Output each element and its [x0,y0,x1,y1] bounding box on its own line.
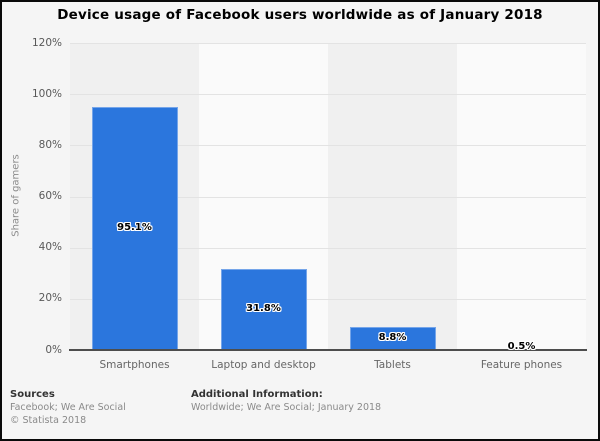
bar-value-label: 95.1% [117,221,152,233]
chart-title: Device usage of Facebook users worldwide… [57,7,543,23]
gridline [70,43,586,44]
bar-tablets[interactable] [349,327,436,350]
copyright-line: © Statista 2018 [10,415,87,426]
y-axis-tick-label: 60% [38,190,62,202]
y-axis-tick-label: 20% [38,292,62,305]
x-axis-label: Tablets [374,359,411,371]
footer-sources-block: Sources Facebook; We Are Social © Statis… [10,389,126,428]
gridline [70,94,586,96]
plot-area [70,43,586,350]
bar-value-label: 31.8% [246,302,281,314]
footer-additional-block: Additional Information: Worldwide; We Ar… [191,389,381,415]
y-axis-tick-label: 80% [38,138,62,151]
x-axis-label: Smartphones [99,359,170,371]
bar-value-label: 0.5% [507,340,536,352]
bar-smartphones[interactable] [91,106,178,350]
x-axis-label: Feature phones [480,359,563,371]
bar-value-label: 8.8% [378,332,407,344]
footer: Sources Facebook; We Are Social © Statis… [2,387,598,439]
y-axis-tick-label: 120% [31,36,62,49]
gridline [70,145,586,147]
y-axis-tick-label: 40% [38,241,62,254]
y-axis-tick-label: 100% [31,87,62,100]
gridline [70,298,586,300]
x-axis-label: Laptop and desktop [211,359,316,371]
additional-info-heading: Additional Information: [191,389,323,400]
x-axis-line [69,349,587,351]
y-axis-tick-label: 0% [45,343,62,356]
additional-info-line: Worldwide; We Are Social; January 2018 [191,402,382,413]
gridline [70,247,586,249]
sources-heading: Sources [10,389,55,400]
gridline [70,196,586,198]
bar-laptop-and-desktop[interactable] [220,268,307,350]
sources-line: Facebook; We Are Social [10,402,126,413]
